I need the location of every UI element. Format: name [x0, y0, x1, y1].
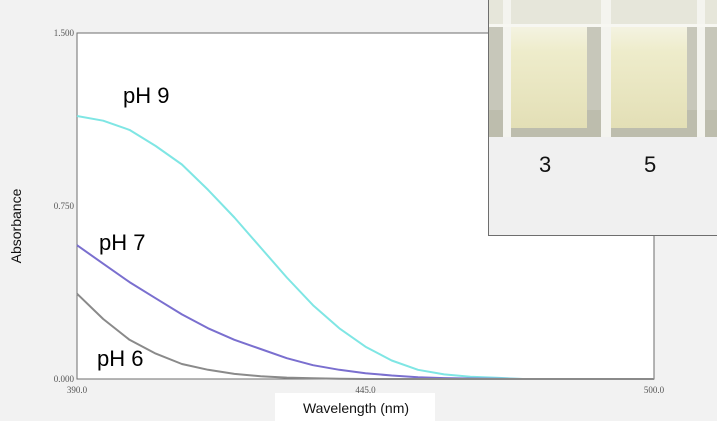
cuvette-3 — [511, 26, 587, 128]
x-axis-title: Wavelength (nm) — [303, 400, 409, 416]
inset-label-5: 5 — [644, 152, 657, 177]
x-tick-label: 445.0 — [355, 385, 376, 395]
curve-label-ph6: pH 6 — [97, 346, 143, 371]
x-tick-label: 390.0 — [67, 385, 88, 395]
series-layer — [76, 115, 654, 380]
cuvette-5 — [611, 26, 687, 128]
ticks-layer: 390.0 445.0 500.0 0.000 0.750 1.500 — [54, 28, 665, 395]
cuvette-photo — [489, 0, 717, 137]
y-axis-title: Absorbance — [8, 188, 24, 263]
x-axis-title-background — [275, 393, 435, 421]
curve-label-ph9: pH 9 — [123, 83, 169, 108]
inset-label-3: 3 — [539, 152, 552, 177]
y-tick-label: 0.000 — [54, 374, 75, 384]
x-tick-label: 500.0 — [644, 385, 665, 395]
curve-label-ph7: pH 7 — [99, 230, 145, 255]
series-line-ph6 — [76, 292, 654, 380]
y-tick-label: 1.500 — [54, 28, 75, 38]
sample-photo-inset: 3 5 — [488, 0, 717, 236]
y-tick-label: 0.750 — [54, 201, 75, 211]
